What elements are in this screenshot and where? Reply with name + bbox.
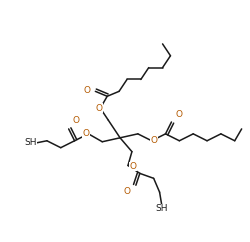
Text: O: O: [82, 129, 89, 138]
Text: O: O: [72, 116, 80, 125]
Text: O: O: [124, 187, 131, 196]
Text: O: O: [130, 162, 137, 171]
Text: O: O: [151, 136, 158, 145]
Text: O: O: [96, 104, 103, 113]
Text: O: O: [176, 110, 182, 119]
Text: SH: SH: [24, 138, 37, 147]
Text: SH: SH: [155, 204, 168, 213]
Text: O: O: [84, 86, 90, 95]
